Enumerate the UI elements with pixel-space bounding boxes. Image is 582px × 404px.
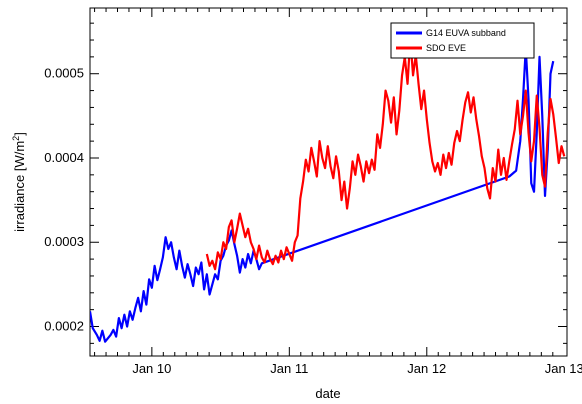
- series-line-eve: [205, 37, 566, 271]
- series-line-g14: [90, 47, 555, 343]
- x-tick-label: Jan 11: [270, 361, 308, 376]
- legend-label-g14: G14 EUVA subband: [426, 28, 506, 38]
- y-tick-label: 0.0004: [44, 150, 84, 165]
- legend-box: [390, 22, 535, 59]
- legend: G14 EUVA subband SDO EVE: [390, 22, 535, 59]
- tick-labels: Jan 10 Jan 11 Jan 12 Jan 13 0.0002 0.0003 0.00…: [44, 66, 582, 376]
- legend-label-eve: SDO EVE: [426, 43, 466, 53]
- series-layer: [90, 37, 566, 343]
- y-tick-label: 0.0005: [44, 66, 84, 81]
- x-axis-label: date: [315, 386, 340, 401]
- plot-frame: [89, 7, 568, 357]
- ticks: [90, 8, 567, 356]
- x-tick-label: Jan 10: [132, 361, 171, 376]
- y-tick-label: 0.0003: [44, 234, 84, 249]
- x-tick-label: Jan 13: [545, 361, 582, 376]
- x-tick-label: Jan 12: [407, 361, 446, 376]
- y-tick-label: 0.0002: [44, 319, 84, 334]
- y-axis-label: irradiance [W/m2]: [11, 132, 27, 232]
